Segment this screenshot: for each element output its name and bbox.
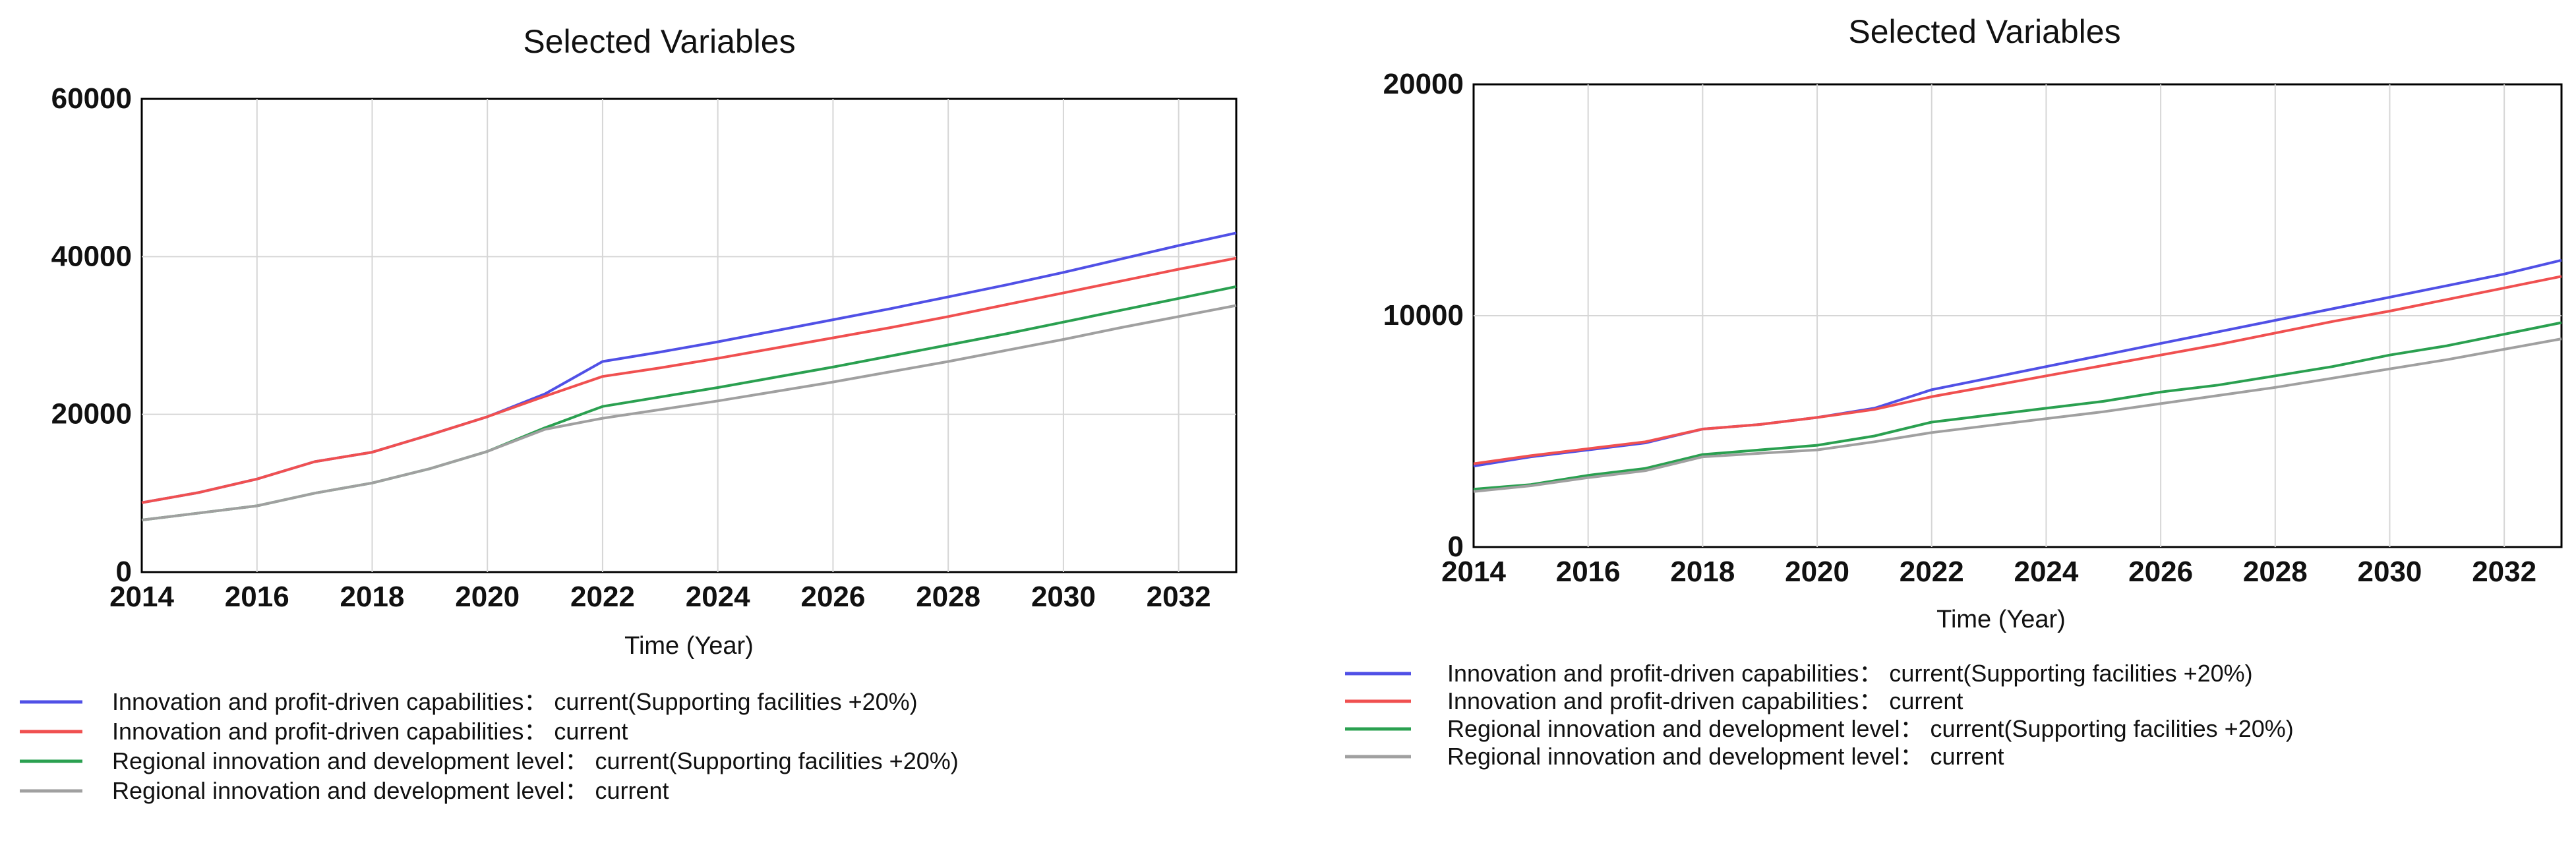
legend-label-2: Innovation and profit-driven capabilitie… bbox=[1447, 687, 1963, 714]
y-axis-ticks: 0 10000 20000 bbox=[1383, 68, 1464, 563]
x-tick-label: 2020 bbox=[455, 581, 520, 613]
legend-label-2: Innovation and profit-driven capabilitie… bbox=[112, 718, 628, 745]
x-tick-label: 2026 bbox=[800, 581, 865, 613]
y-tick-label: 20000 bbox=[1383, 68, 1464, 100]
series-line-4 bbox=[1473, 337, 2562, 493]
x-tick-label: 2022 bbox=[570, 581, 635, 613]
x-tick-label: 2018 bbox=[1670, 556, 1735, 588]
x-tick-label: 2022 bbox=[1900, 556, 1964, 588]
x-tick-label: 2018 bbox=[340, 581, 405, 613]
legend-label-4: Regional innovation and development leve… bbox=[1447, 743, 2004, 770]
x-tick-label: 2026 bbox=[2128, 556, 2193, 588]
chart-left: Selected Variables 0 20000 40000 60000 2014… bbox=[20, 23, 1238, 804]
series-line-2 bbox=[141, 256, 1237, 504]
x-axis-label: Time (Year) bbox=[1936, 606, 2066, 633]
x-tick-label: 2014 bbox=[109, 581, 174, 613]
y-tick-label: 20000 bbox=[51, 398, 132, 430]
plot-frame bbox=[140, 98, 1238, 573]
legend-label-1: Innovation and profit-driven capabilitie… bbox=[1447, 660, 2253, 687]
x-tick-label: 2028 bbox=[2243, 556, 2308, 588]
series-group bbox=[1473, 258, 2562, 493]
x-tick-label: 2016 bbox=[225, 581, 289, 613]
y-tick-label: 60000 bbox=[51, 82, 132, 115]
x-tick-label: 2032 bbox=[2472, 556, 2536, 588]
x-tick-label: 2030 bbox=[2358, 556, 2422, 588]
y-tick-label: 0 bbox=[1448, 531, 1464, 563]
x-tick-label: 2016 bbox=[1556, 556, 1621, 588]
legend-label-1: Innovation and profit-driven capabilitie… bbox=[112, 688, 918, 715]
plot-area: 0 20000 40000 60000 2014 2016 2018 2020 2022 202… bbox=[51, 82, 1238, 613]
x-tick-label: 2028 bbox=[916, 581, 980, 613]
chart-title: Selected Variables bbox=[523, 23, 795, 60]
legend-label-3: Regional innovation and development leve… bbox=[1447, 715, 2294, 742]
chart-title: Selected Variables bbox=[1848, 13, 2120, 50]
y-axis-ticks: 0 20000 40000 60000 bbox=[51, 82, 132, 588]
x-axis-ticks: 2014 2016 2018 2020 2022 2024 2026 2028 2030 2032 bbox=[109, 581, 1211, 613]
y-tick-label: 10000 bbox=[1383, 299, 1464, 332]
grid bbox=[142, 99, 1236, 572]
legend: Innovation and profit-driven capabilitie… bbox=[1345, 660, 2294, 770]
grid bbox=[1474, 84, 2561, 547]
x-tick-label: 2024 bbox=[2014, 556, 2078, 588]
x-tick-label: 2030 bbox=[1031, 581, 1096, 613]
legend-label-4: Regional innovation and development leve… bbox=[112, 777, 669, 804]
x-axis-label: Time (Year) bbox=[624, 632, 754, 660]
y-tick-label: 0 bbox=[116, 556, 132, 588]
x-tick-label: 2020 bbox=[1785, 556, 1849, 588]
x-tick-label: 2024 bbox=[686, 581, 750, 613]
series-line-2 bbox=[1473, 275, 2562, 465]
y-tick-label: 40000 bbox=[51, 240, 132, 272]
plot-area: 0 10000 20000 2014 2016 2018 2020 2022 2024 2026… bbox=[1383, 68, 2563, 588]
legend-label-3: Regional innovation and development leve… bbox=[112, 747, 959, 774]
x-tick-label: 2014 bbox=[1441, 556, 1506, 588]
series-line-4 bbox=[141, 304, 1237, 521]
series-group bbox=[141, 231, 1237, 521]
legend: Innovation and profit-driven capabilitie… bbox=[20, 688, 959, 804]
series-line-3 bbox=[1473, 321, 2562, 491]
x-tick-label: 2032 bbox=[1147, 581, 1211, 613]
x-axis-ticks: 2014 2016 2018 2020 2022 2024 2026 2028 2030 2032 bbox=[1441, 556, 2536, 588]
